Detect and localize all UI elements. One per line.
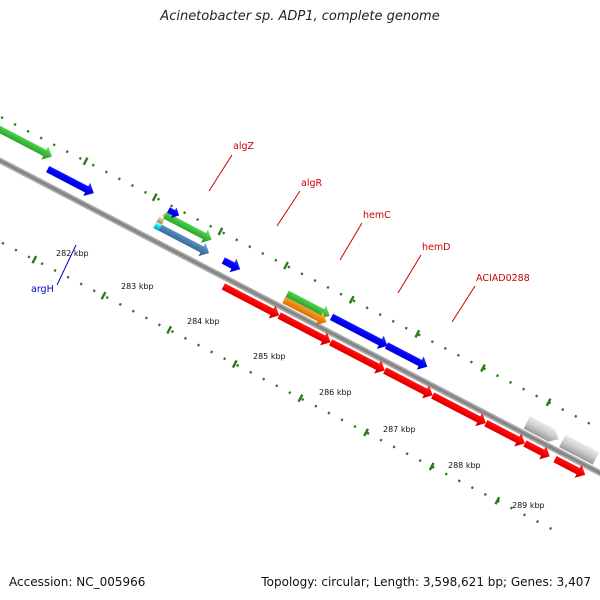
gene-feature[interactable] xyxy=(220,254,244,276)
gene-feature[interactable] xyxy=(482,416,528,450)
gene-label[interactable]: hemC xyxy=(363,210,391,221)
major-tick xyxy=(428,462,435,471)
gene-leader-line xyxy=(276,190,301,227)
inner-tick-ring xyxy=(0,207,559,534)
gene-feature[interactable] xyxy=(429,389,489,430)
gene-label[interactable]: ACIAD0288 xyxy=(476,273,530,284)
major-tick xyxy=(363,428,369,437)
gene-label[interactable]: algZ xyxy=(233,141,254,152)
gene-feature[interactable] xyxy=(552,452,589,481)
gene-feature[interactable] xyxy=(156,216,165,225)
outer-tick-ring xyxy=(0,109,600,435)
tick-label: 287 kbp xyxy=(383,425,416,434)
gene-label[interactable]: hemD xyxy=(422,242,450,253)
outer-major-ticks xyxy=(82,157,552,407)
gene-feature[interactable] xyxy=(0,119,55,164)
major-tick xyxy=(100,291,107,300)
genome-summary-text: Topology: circular; Length: 3,598,621 bp… xyxy=(261,575,591,589)
genome-track xyxy=(0,109,600,534)
reverse-strand-genes xyxy=(220,280,589,481)
tick-label: 289 kbp xyxy=(512,501,545,510)
map-title: Acinetobacter sp. ADP1, complete genome xyxy=(160,9,440,24)
major-tick xyxy=(348,295,355,304)
gene-label[interactable]: argH xyxy=(31,284,54,295)
gene-feature[interactable] xyxy=(521,437,553,463)
gene-feature[interactable] xyxy=(161,212,166,219)
major-tick xyxy=(414,329,421,338)
major-tick xyxy=(283,261,289,270)
genome-backbone xyxy=(0,133,600,490)
tick-label: 283 kbp xyxy=(121,282,154,291)
gene-leader-line xyxy=(208,154,233,192)
gene-feature[interactable] xyxy=(327,336,388,377)
tick-label: 284 kbp xyxy=(187,317,220,326)
major-tick xyxy=(480,363,486,373)
major-tick xyxy=(82,157,89,166)
gene-leader-line xyxy=(451,285,476,323)
gene-feature[interactable] xyxy=(220,280,283,322)
major-tick xyxy=(545,398,552,407)
gene-feature[interactable] xyxy=(161,209,215,247)
tick-label: 285 kbp xyxy=(253,352,286,361)
gene-labels: argH algZ algR hemC hemD ACIAD0288 xyxy=(31,141,530,323)
tick-label: 288 kbp xyxy=(448,461,481,470)
forward-strand-genes xyxy=(0,119,431,374)
major-tick xyxy=(297,394,304,403)
major-tick xyxy=(31,255,38,264)
major-tick xyxy=(231,359,238,369)
gene-feature[interactable] xyxy=(383,339,431,374)
inner-major-ticks xyxy=(31,255,501,505)
gene-feature[interactable] xyxy=(381,364,436,402)
major-tick xyxy=(217,227,224,236)
major-tick xyxy=(166,325,173,334)
major-tick xyxy=(151,193,158,202)
gene-feature[interactable] xyxy=(284,287,334,322)
gene-leader-line xyxy=(397,254,422,294)
tick-label: 286 kbp xyxy=(319,388,352,397)
right-edge-genes xyxy=(523,416,600,465)
gene-feature[interactable] xyxy=(328,310,391,352)
gene-feature[interactable] xyxy=(280,293,330,328)
gene-feature[interactable] xyxy=(523,416,562,445)
gene-feature[interactable] xyxy=(153,221,162,231)
gene-label[interactable]: algR xyxy=(301,178,322,189)
gene-feature[interactable] xyxy=(166,205,182,221)
gene-leader-line xyxy=(339,222,363,261)
gene-feature[interactable] xyxy=(44,162,97,199)
accession-text: Accession: NC_005966 xyxy=(9,575,146,589)
gene-leader-line xyxy=(56,244,77,286)
major-tick xyxy=(494,496,501,505)
gene-feature[interactable] xyxy=(155,220,212,260)
gene-feature[interactable] xyxy=(276,309,334,349)
gene-feature[interactable] xyxy=(559,434,600,465)
